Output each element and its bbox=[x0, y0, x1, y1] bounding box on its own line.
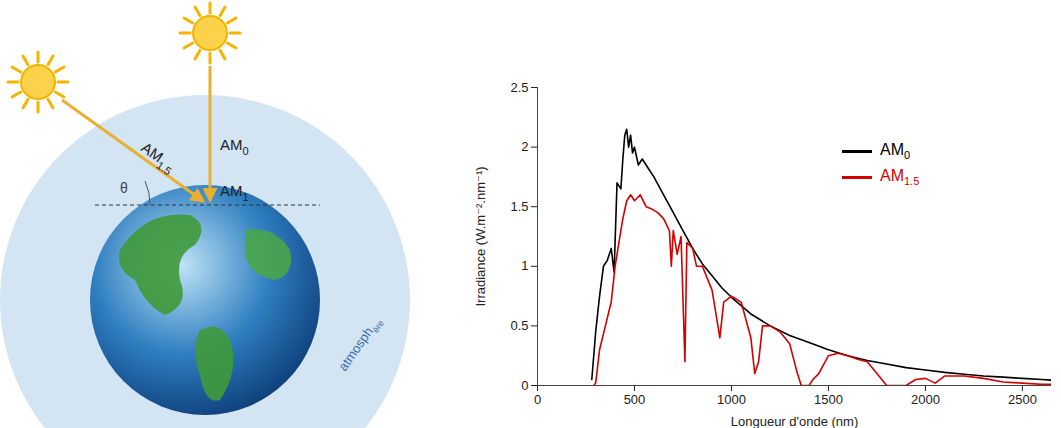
svg-text:0.5: 0.5 bbox=[510, 318, 528, 333]
svg-text:Irradiance (W.m⁻².nm⁻¹): Irradiance (W.m⁻².nm⁻¹) bbox=[473, 166, 488, 306]
svg-text:1.5: 1.5 bbox=[510, 199, 528, 214]
svg-text:Longueur d'onde (nm): Longueur d'onde (nm) bbox=[731, 414, 859, 428]
svg-text:atmosphère: atmosphère bbox=[335, 314, 386, 376]
svg-text:2500: 2500 bbox=[1008, 392, 1037, 407]
svg-text:2.5: 2.5 bbox=[510, 80, 528, 95]
svg-text:AM1.5: AM1.5 bbox=[136, 139, 179, 178]
svg-text:AM0: AM0 bbox=[220, 136, 249, 157]
svg-text:500: 500 bbox=[624, 392, 646, 407]
svg-text:2: 2 bbox=[521, 139, 528, 154]
svg-text:0: 0 bbox=[521, 378, 528, 393]
svg-text:1000: 1000 bbox=[717, 392, 746, 407]
svg-text:1: 1 bbox=[521, 258, 528, 273]
html-text:AM1.5: AM1.5 bbox=[880, 166, 920, 188]
svg-text:1500: 1500 bbox=[814, 392, 843, 407]
svg-text:AM1: AM1 bbox=[220, 182, 249, 203]
svg-text:2000: 2000 bbox=[911, 392, 940, 407]
html-text:AM0: AM0 bbox=[880, 140, 911, 162]
svg-text:0: 0 bbox=[534, 392, 541, 407]
svg-text:θ: θ bbox=[120, 180, 128, 196]
